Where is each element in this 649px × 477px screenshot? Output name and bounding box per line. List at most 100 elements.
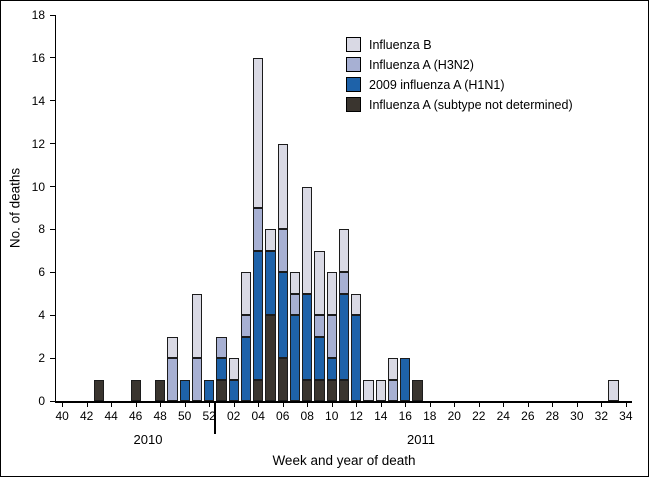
y-axis-tick [50, 14, 55, 16]
bar-segment-b-week-10 [326, 272, 337, 316]
x-tick-label: 42 [79, 409, 94, 423]
x-axis-tick [62, 402, 64, 407]
x-tick-label: 32 [594, 409, 609, 423]
x-axis-tick [282, 402, 284, 407]
bar-segment-h3n2-week-11 [338, 272, 350, 294]
y-tick-label: 6 [38, 265, 45, 280]
year-divider-line [214, 401, 216, 434]
x-tick-label: 52 [202, 409, 216, 423]
x-tick-label: 50 [177, 409, 192, 423]
x-axis-line [54, 401, 632, 403]
legend-item-influenza-a-h3n2: Influenza A (H3N2) [346, 57, 573, 72]
x-tick-label: 46 [128, 409, 143, 423]
bar-segment-h1n1-week-12 [351, 315, 362, 401]
bar-segment-nd-week-11 [338, 379, 350, 401]
x-axis-tick [454, 402, 456, 407]
x-tick-label: 08 [300, 409, 314, 423]
bar-segment-b-week-06 [277, 143, 288, 230]
bar-segment-nd-week-43 [93, 379, 105, 401]
y-axis-line [54, 15, 56, 402]
x-axis-tick [258, 402, 260, 407]
bar-segment-h3n2-week-04 [253, 208, 264, 251]
y-axis-tick [50, 314, 55, 316]
bar-segment-h3n2-week-09 [314, 315, 325, 337]
y-tick-label: 10 [31, 179, 45, 194]
x-axis-tick [552, 402, 554, 407]
y-axis-tick [50, 357, 55, 359]
bar-segment-nd-week-10 [326, 379, 337, 401]
x-axis-tick [601, 402, 603, 407]
x-tick-label: 16 [398, 409, 412, 423]
x-axis-tick [209, 402, 211, 407]
bar-segment-nd-week-17 [412, 379, 423, 401]
bar-segment-h1n1-week-09 [314, 336, 325, 380]
bar-segment-h1n1-week-08 [302, 293, 313, 380]
x-tick-label: 10 [325, 409, 339, 423]
x-axis-tick [405, 402, 407, 407]
x-axis-tick [429, 402, 431, 407]
x-axis-tick [86, 402, 88, 407]
x-axis: 40 42 44 46 48 50 52 02 04 06 08 10 12 14 16 18 20 22 24 26… [55, 402, 633, 442]
x-axis-tick [331, 402, 333, 407]
x-axis-tick [576, 402, 578, 407]
bar-segment-h1n1-week-01 [216, 358, 227, 380]
x-tick-label: 48 [153, 409, 167, 423]
x-tick-label: 34 [619, 409, 633, 423]
x-tick-label: 18 [423, 409, 437, 423]
x-tick-label: 14 [374, 409, 388, 423]
y-axis-tick [50, 271, 55, 273]
bar-segment-nd-week-48 [155, 379, 166, 401]
plot-area [56, 15, 632, 401]
x-tick-label: 30 [570, 409, 584, 423]
y-tick-label: 0 [38, 394, 45, 408]
legend-label-influenza-a-h3n2: Influenza A (H3N2) [369, 57, 474, 72]
x-tick-label: 44 [104, 409, 118, 423]
bar-segment-h3n2-week-03 [240, 315, 252, 337]
bar-segment-h1n1-week-07 [289, 315, 301, 401]
bar-segment-b-week-15 [387, 358, 399, 380]
x-axis-tick [356, 402, 358, 407]
x-tick-label: 40 [55, 409, 69, 423]
year-label-2010: 2010 [133, 432, 163, 447]
bar-segment-b-week-04 [253, 57, 264, 208]
y-axis-tick [50, 400, 55, 402]
bar-segment-h3n2-week-15 [387, 379, 399, 401]
bar-segment-b-week-49 [167, 336, 178, 359]
y-tick-label: 8 [38, 222, 45, 237]
legend-label-influenza-b: Influenza B [369, 37, 432, 52]
bar-segment-h3n2-week-07 [289, 293, 301, 316]
bar-segment-b-week-09 [314, 250, 325, 316]
bar-segment-b-week-08 [302, 186, 313, 294]
bar-segment-h1n1-week-50 [179, 379, 190, 401]
x-tick-label: 28 [545, 409, 559, 423]
y-tick-label: 2 [38, 351, 45, 366]
bar-segment-nd-week-04 [253, 379, 264, 401]
bar-segment-h1n1-week-03 [240, 336, 252, 401]
x-tick-label: 20 [447, 409, 461, 423]
legend-swatch-influenza-b [346, 37, 361, 52]
y-tick-label: 16 [31, 50, 45, 65]
bar-segment-h1n1-week-16 [400, 358, 411, 401]
bar-segment-b-week-14 [375, 379, 386, 401]
bar-segment-nd-week-06 [277, 358, 288, 401]
bar-segment-b-week-05 [265, 229, 276, 251]
x-axis-tick [184, 402, 186, 407]
x-axis-title: Week and year of death [272, 453, 416, 468]
legend-label-influenza-a-subtype-not-determined: Influenza A (subtype not determined) [369, 97, 573, 112]
bar-segment-nd-week-01 [216, 379, 227, 401]
legend-item-2009-influenza-a-h1n1: 2009 influenza A (H1N1) [346, 77, 573, 92]
x-tick-label: 04 [251, 409, 265, 423]
bar-segment-h1n1-week-10 [326, 358, 337, 380]
x-axis-tick [233, 402, 235, 407]
bar-segment-h3n2-week-01 [216, 336, 227, 359]
legend-swatch-influenza-a-subtype-not-determined [346, 97, 361, 112]
bar-segment-b-week-07 [289, 272, 301, 294]
x-axis-tick [625, 402, 627, 407]
x-tick-label: 02 [227, 409, 241, 423]
bar-segment-h3n2-week-10 [326, 315, 337, 359]
bar-segment-h1n1-week-04 [253, 250, 264, 380]
bar-segment-b-week-11 [338, 229, 350, 273]
bar-segment-b-week-03 [240, 272, 252, 316]
bar-segment-h1n1-week-52 [204, 379, 215, 401]
x-axis-tick [160, 402, 162, 407]
